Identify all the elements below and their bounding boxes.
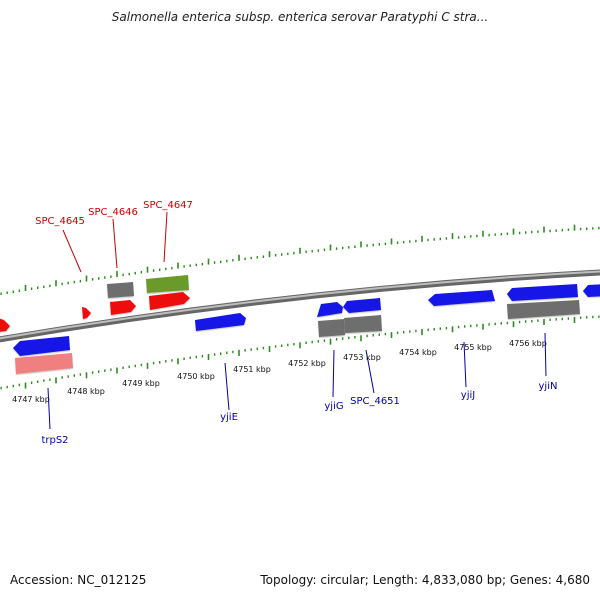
scale-tick-label: 4756 kbp [509, 339, 547, 348]
gene-label[interactable]: SPC_4645 [35, 216, 85, 227]
feature-box[interactable] [15, 353, 73, 374]
gene-arrow[interactable] [195, 313, 246, 331]
gene-label[interactable]: SPC_4646 [88, 207, 138, 218]
leader-line [463, 341, 467, 388]
leader-line [365, 349, 375, 394]
gene-arrow[interactable] [343, 298, 381, 313]
scale-tick-label: 4755 kbp [454, 343, 492, 352]
gene-label[interactable]: yjiE [220, 412, 238, 423]
scale-tick-label: 4751 kbp [233, 365, 271, 374]
top-gene-labels: SPC_4645 SPC_4646 SPC_4647 [35, 200, 193, 227]
gene-arrow[interactable] [110, 300, 136, 315]
outer-tick-ring [0, 224, 600, 295]
gene-arrow[interactable] [149, 292, 190, 310]
genome-backbone [0, 269, 600, 343]
gene-label[interactable]: SPC_4651 [350, 396, 400, 407]
leader-line [112, 218, 118, 269]
genome-backbone-highlight [0, 270, 600, 340]
feature-box[interactable] [146, 275, 189, 293]
scale-tick-label: 4752 kbp [288, 359, 326, 368]
leader-line [62, 229, 82, 273]
feature-box[interactable] [107, 282, 134, 298]
gene-arrow[interactable] [13, 336, 70, 356]
leader-line [224, 362, 230, 411]
bottom-gene-labels: trpS2 yjiE yjiG SPC_4651 yjiJ yjiN [41, 381, 557, 446]
genome-title: Salmonella enterica subsp. enterica sero… [111, 10, 489, 24]
scale-tick-label: 4753 kbp [343, 353, 381, 362]
gene-label[interactable]: yjiG [324, 401, 343, 412]
leader-line [544, 332, 547, 377]
scale-tick-label: 4748 kbp [67, 387, 105, 396]
gene-arrow[interactable] [0, 318, 10, 332]
gene-label[interactable]: yjiJ [461, 390, 475, 401]
gene-arrow[interactable] [82, 307, 91, 319]
scale-tick-label: 4754 kbp [399, 348, 437, 357]
scale-tick-label: 4747 kbp [12, 395, 50, 404]
feature-box[interactable] [344, 315, 382, 333]
forward-strand-genes [0, 284, 600, 332]
leader-line [332, 349, 335, 398]
reverse-strand-genes [13, 300, 580, 374]
inner-tick-ring [0, 315, 600, 390]
accession-label: Accession: NC_012125 [10, 573, 147, 587]
label-leaders [47, 211, 547, 430]
scale-labels: 4747 kbp 4748 kbp 4749 kbp 4750 kbp 4751… [12, 339, 547, 404]
forward-feature-row [107, 275, 189, 298]
leader-line [47, 387, 51, 430]
genome-summary-label: Topology: circular; Length: 4,833,080 bp… [260, 573, 590, 587]
feature-box[interactable] [507, 300, 580, 319]
scale-tick-label: 4749 kbp [122, 379, 160, 388]
gene-label[interactable]: trpS2 [41, 435, 68, 446]
scale-tick-label: 4750 kbp [177, 372, 215, 381]
gene-label[interactable]: yjiN [539, 381, 558, 392]
gene-arrow[interactable] [583, 284, 600, 297]
gene-label[interactable]: SPC_4647 [143, 200, 193, 211]
gene-arrow[interactable] [317, 302, 343, 317]
gene-arrow[interactable] [507, 284, 578, 301]
leader-line [163, 211, 168, 263]
gene-arrow[interactable] [428, 290, 495, 306]
feature-box[interactable] [318, 319, 345, 337]
